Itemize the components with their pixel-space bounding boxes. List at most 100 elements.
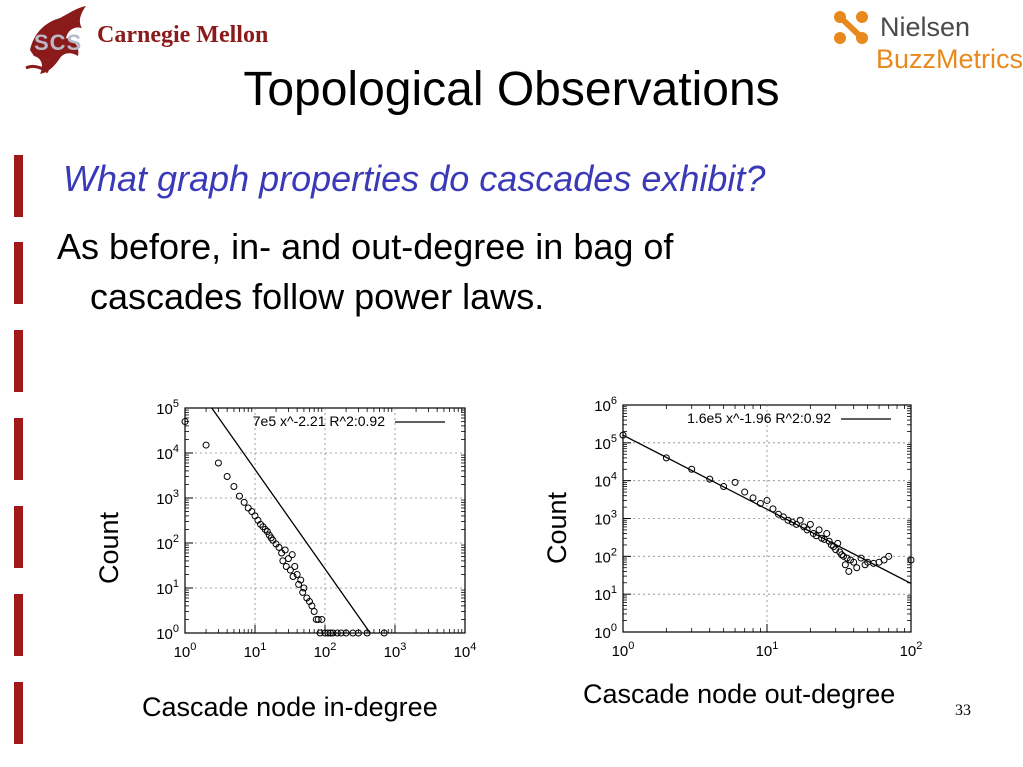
data-point (741, 488, 749, 496)
cmu-logo-text: Carnegie Mellon (97, 22, 269, 48)
data-point (820, 535, 828, 543)
x-tick-label: 103 (384, 641, 407, 661)
y-tick-label: 100 (156, 623, 179, 643)
data-point (380, 629, 388, 637)
data-point (342, 629, 350, 637)
fit-legend-label: 7e5 x^-2.21 R^2:0.92 (253, 413, 385, 429)
bullet-line-2: cascades follow power laws. (90, 276, 545, 317)
data-point (779, 513, 787, 521)
y-tick-label: 104 (156, 443, 179, 463)
data-point (324, 629, 332, 637)
slide-title: Topological Observations (243, 63, 780, 116)
y-tick-label: 103 (156, 488, 179, 508)
y-tick-label: 102 (594, 546, 617, 566)
data-point (295, 580, 303, 588)
plot-frame (184, 407, 466, 634)
data-point (838, 551, 846, 559)
data-point (300, 584, 308, 592)
x-tick-label: 100 (612, 640, 635, 660)
data-point (316, 629, 324, 637)
data-point (282, 563, 290, 571)
data-point (281, 546, 289, 554)
data-point (706, 475, 714, 483)
data-point (363, 629, 371, 637)
data-point (202, 441, 210, 449)
data-point (845, 567, 853, 575)
data-point (291, 563, 299, 571)
data-point (310, 608, 318, 616)
data-point (756, 499, 764, 507)
scs-mark: SCS (34, 30, 83, 55)
x-tick-label: 101 (756, 640, 779, 660)
chart-y-label: Count (94, 511, 124, 584)
nielsen-logo-mark (832, 10, 876, 51)
data-point (288, 551, 296, 559)
data-point (784, 516, 792, 524)
in-degree-chart: 100 101 102 103 104 100 101 102 103 104 105 7e5 x^-… (94, 398, 476, 661)
x-tick-label: 104 (454, 641, 477, 661)
data-point (769, 505, 777, 513)
fit-legend: 7e5 x^-2.21 R^2:0.92 (253, 413, 445, 429)
data-point (834, 539, 842, 547)
data-point (850, 558, 858, 566)
data-point (299, 588, 307, 596)
data-point (662, 454, 670, 462)
data-point (286, 566, 294, 574)
y-tick-label: 105 (156, 398, 179, 418)
data-point (843, 554, 851, 562)
data-point (261, 525, 269, 533)
data-point (731, 478, 739, 486)
data-point (314, 615, 322, 623)
data-point (327, 629, 335, 637)
data-point (337, 629, 345, 637)
fit-legend: 1.6e5 x^-1.96 R^2:0.92 (687, 410, 891, 426)
y-tick-label: 104 (594, 471, 617, 491)
data-point (181, 418, 189, 426)
y-tick-label: 102 (156, 533, 179, 553)
data-point (688, 465, 696, 473)
y-tick-label: 105 (594, 433, 617, 453)
data-point (832, 546, 840, 554)
x-tick-label: 102 (900, 640, 923, 660)
data-point (796, 516, 804, 524)
y-tick-label: 100 (594, 622, 617, 642)
data-point (788, 518, 796, 526)
data-point (318, 615, 326, 623)
data-point (763, 496, 771, 504)
x-tick-label: 101 (244, 641, 267, 661)
y-tick-label: 101 (156, 578, 179, 598)
accent-bar (14, 330, 23, 392)
data-point (840, 552, 848, 560)
data-point (841, 561, 849, 569)
buzzmetrics-text: BuzzMetrics (876, 44, 1023, 74)
data-point (885, 552, 893, 560)
x-tick-label: 100 (174, 641, 197, 661)
data-point (619, 431, 627, 439)
cmu-logo: SCS (20, 2, 270, 80)
slide-subtitle: What graph properties do cascades exhibi… (63, 158, 766, 199)
data-point (792, 520, 800, 528)
data-point (749, 494, 757, 502)
chart-x-label-out-degree: Cascade node out-degree (583, 679, 896, 709)
data-point (297, 576, 305, 584)
accent-bar (14, 682, 23, 744)
fit-legend-label: 1.6e5 x^-1.96 R^2:0.92 (687, 410, 831, 426)
data-point (880, 556, 888, 564)
y-tick-label: 106 (594, 395, 617, 415)
data-point (803, 526, 811, 534)
x-tick-label: 102 (314, 641, 337, 661)
data-point (240, 498, 248, 506)
chart-y-label: Count (542, 491, 572, 564)
griffin-icon (25, 6, 86, 74)
page-number: 33 (955, 702, 971, 719)
accent-bar (14, 242, 23, 304)
data-point (857, 554, 865, 562)
accent-bar (14, 155, 23, 217)
accent-bar (14, 594, 23, 656)
data-point (812, 532, 820, 540)
data-point (244, 504, 252, 512)
fit-line (211, 407, 371, 634)
data-point (806, 520, 814, 528)
data-point (825, 537, 833, 545)
accent-bar (14, 418, 23, 480)
